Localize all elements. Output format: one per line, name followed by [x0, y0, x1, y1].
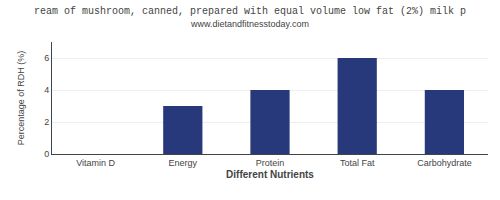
svg-text:Vitamin D: Vitamin D — [76, 158, 115, 168]
svg-text:0: 0 — [44, 149, 49, 159]
svg-text:Energy: Energy — [169, 158, 198, 168]
svg-text:ream of mushroom, canned, prep: ream of mushroom, canned, prepared with … — [34, 6, 466, 29]
svg-text:Percentage of RDH (%): Percentage of RDH (%) — [16, 51, 26, 146]
svg-text:6: 6 — [44, 53, 49, 63]
svg-text:4: 4 — [44, 85, 49, 95]
svg-text:Total Fat: Total Fat — [340, 158, 375, 168]
svg-text:Different Nutrients: Different Nutrients — [226, 169, 314, 180]
svg-text:Protein: Protein — [256, 158, 285, 168]
svg-text:Carbohydrate: Carbohydrate — [417, 158, 472, 168]
svg-text:2: 2 — [44, 117, 49, 127]
